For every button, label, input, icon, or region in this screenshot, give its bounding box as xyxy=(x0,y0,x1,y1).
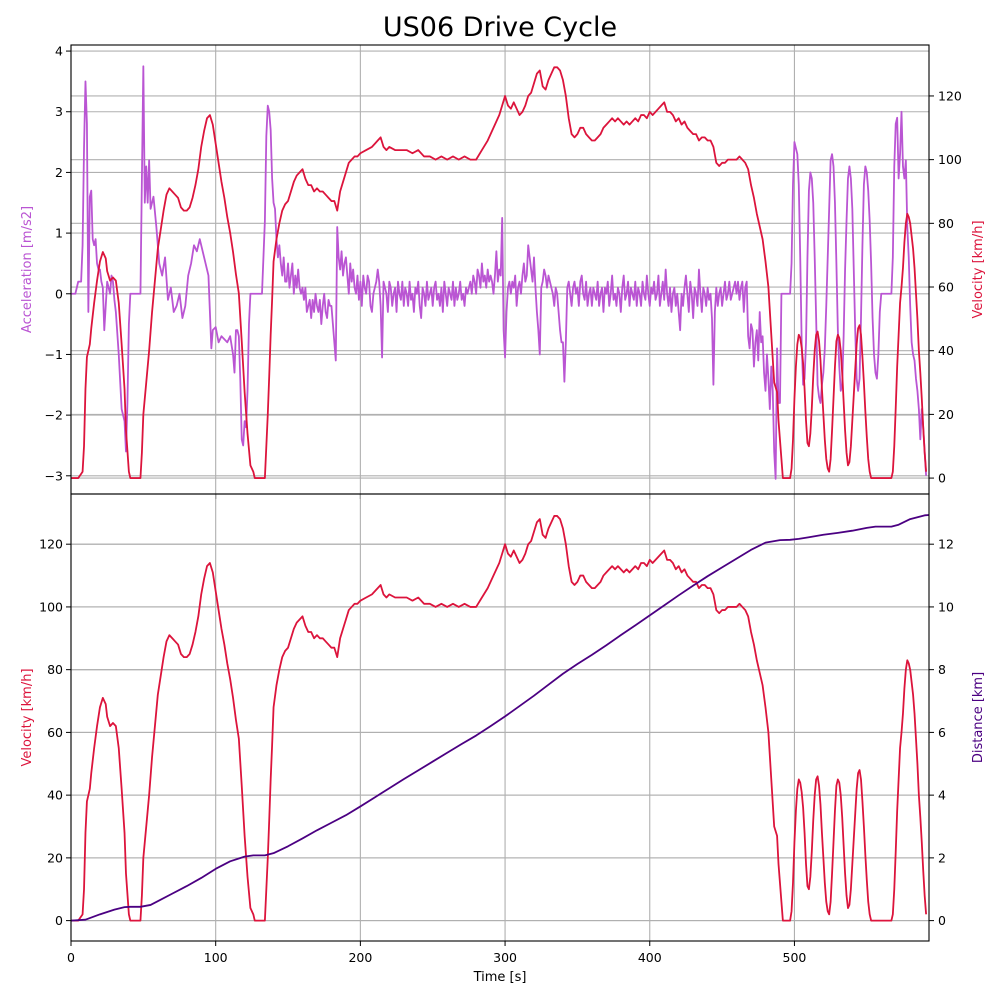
time-axis-label: Time [s] xyxy=(473,970,527,985)
bottom-right-tick-label: 12 xyxy=(938,537,954,552)
top-left-tick-label: 2 xyxy=(55,165,63,180)
bottom-right-tick-label: 10 xyxy=(938,599,954,614)
top-left-tick-label: −3 xyxy=(45,468,63,483)
bottom-series xyxy=(70,514,930,922)
bottom-left-tick-label: 40 xyxy=(47,788,63,803)
bottom-velocity-line xyxy=(71,515,928,922)
bottom-right-tick-label: 4 xyxy=(938,788,946,803)
bottom-axes-frame xyxy=(70,493,930,942)
top-left-tick-label: −1 xyxy=(45,347,63,362)
top-right-tick-label: 20 xyxy=(938,407,954,422)
bottom-right-tick-label: 8 xyxy=(938,662,946,677)
bottom-left-tick-label: 80 xyxy=(47,662,63,677)
top-velocity-axis-label: Velocity [km/h] xyxy=(971,220,986,318)
bottom-left-tick-label: 100 xyxy=(39,599,63,614)
bottom-velocity-axis-label: Velocity [km/h] xyxy=(20,668,35,766)
top-left-tick-label: −2 xyxy=(45,408,63,423)
top-right-tick-label: 60 xyxy=(938,280,954,295)
bottom-right-tick-label: 2 xyxy=(938,850,946,865)
distance-axis-label: Distance [km] xyxy=(971,672,986,763)
bottom-left-tick-label: 120 xyxy=(39,537,63,552)
top-velocity-line xyxy=(71,66,928,479)
top-left-tick-label: 1 xyxy=(55,226,63,241)
x-tick-label: 0 xyxy=(67,950,75,965)
top-left-tick-label: 0 xyxy=(55,286,63,301)
x-tick-label: 100 xyxy=(204,950,228,965)
bottom-left-tick-label: 60 xyxy=(47,725,63,740)
top-series xyxy=(71,65,928,480)
x-tick-label: 400 xyxy=(638,950,662,965)
x-tick-label: 500 xyxy=(783,950,807,965)
top-right-tick-label: 0 xyxy=(938,471,946,486)
axes-frames xyxy=(70,44,930,942)
bottom-right-tick-label: 0 xyxy=(938,913,946,928)
bottom-left-tick-label: 20 xyxy=(47,850,63,865)
bottom-right-tick-label: 6 xyxy=(938,725,946,740)
top-right-tick-label: 80 xyxy=(938,216,954,231)
top-acceleration-line xyxy=(71,65,928,480)
top-left-tick-label: 4 xyxy=(55,44,63,59)
top-left-tick-label: 3 xyxy=(55,104,63,119)
acceleration-axis-label: Acceleration [m/s2] xyxy=(20,206,35,333)
x-tick-label: 300 xyxy=(493,950,517,965)
top-right-tick-label: 100 xyxy=(938,152,962,167)
top-right-tick-label: 120 xyxy=(938,88,962,103)
bottom-left-tick-label: 0 xyxy=(55,913,63,928)
bottom-distance-line xyxy=(70,514,930,922)
x-tick-label: 200 xyxy=(348,950,372,965)
top-right-tick-label: 40 xyxy=(938,343,954,358)
chart-title: US06 Drive Cycle xyxy=(383,12,617,43)
